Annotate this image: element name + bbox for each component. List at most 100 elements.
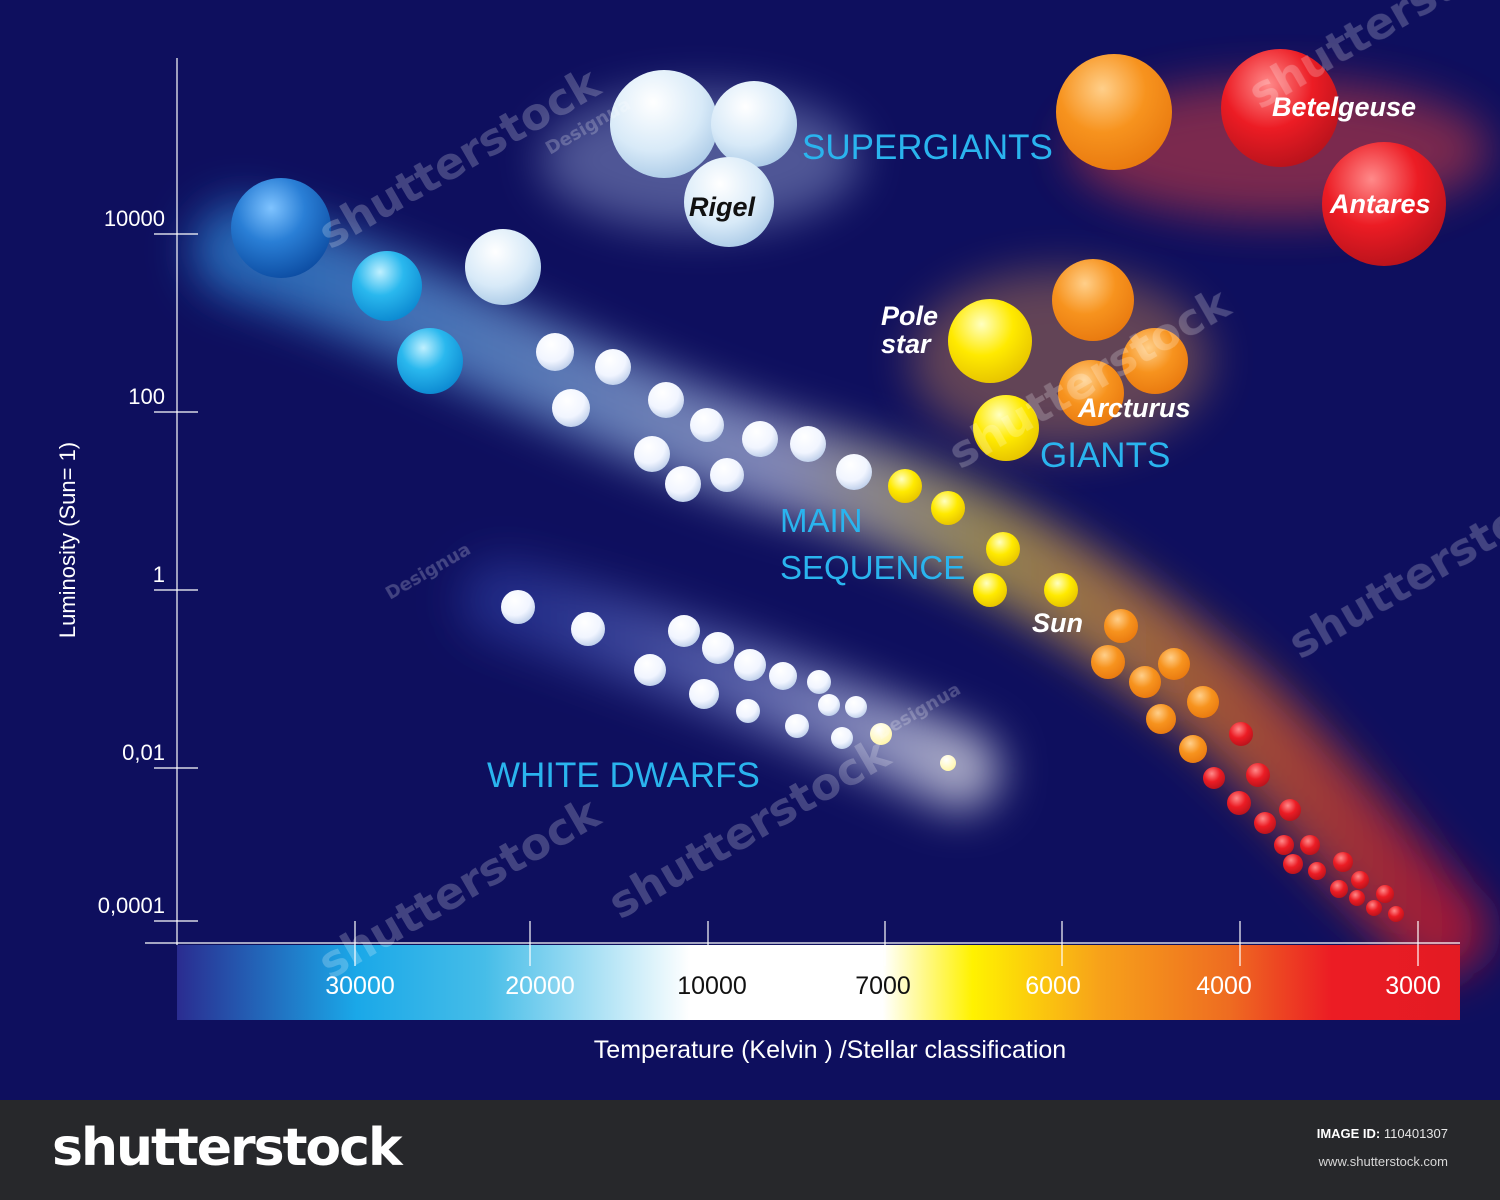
- x-axis-title: Temperature (Kelvin ) /Stellar classific…: [594, 1036, 1066, 1064]
- star-marker: [1158, 648, 1190, 680]
- y-ticks: 10000 100 1 0,01 0,0001: [98, 206, 198, 922]
- main-sequence-glow: [192, 202, 1488, 978]
- star-marker: [1056, 54, 1172, 170]
- star-marker: [352, 251, 422, 321]
- star-marker: [1122, 328, 1188, 394]
- y-tick-label: 0,0001: [98, 893, 165, 918]
- watermark-text: shutterstock: [1280, 467, 1500, 670]
- star-marker: [552, 389, 590, 427]
- y-tick-label: 100: [128, 384, 165, 409]
- star-marker: [845, 696, 867, 718]
- star-marker: [690, 408, 724, 442]
- star-marker: [711, 81, 797, 167]
- star-marker: [1366, 900, 1382, 916]
- brand-logo: shutterstock: [52, 1118, 403, 1178]
- x-tick-label: 6000: [1025, 972, 1081, 1000]
- star-marker: [1279, 799, 1301, 821]
- region-labels: SUPERGIANTS GIANTS MAIN SEQUENCE WHITE DW…: [487, 128, 1170, 795]
- x-tick-label: 3000: [1385, 972, 1441, 1000]
- star-marker: [1254, 812, 1276, 834]
- x-tick-label: 10000: [677, 972, 747, 1000]
- label-white-dwarfs: WHITE DWARFS: [487, 756, 760, 795]
- y-tick-label: 0,01: [122, 740, 165, 765]
- star-marker: [1146, 704, 1176, 734]
- star-marker: [1187, 686, 1219, 718]
- temperature-scale-bar: [177, 945, 1460, 1020]
- star-marker: [948, 299, 1032, 383]
- star-marker: [536, 333, 574, 371]
- star-marker: [836, 454, 872, 490]
- star-marker: [689, 679, 719, 709]
- star-marker: [1300, 835, 1320, 855]
- star-marker: [785, 714, 809, 738]
- chart-svg: 10000 100 1 0,01 0,0001 30000 20000 10000 7000 6…: [55, 0, 1500, 1064]
- star-name-betelgeuse: Betelgeuse: [1272, 92, 1416, 122]
- star-marker: [684, 157, 774, 247]
- y-axis-title: Luminosity (Sun= 1): [55, 442, 80, 638]
- hr-diagram: 10000 100 1 0,01 0,0001 30000 20000 10000 7000 6…: [55, 0, 1500, 1064]
- star-marker: [1351, 871, 1369, 889]
- image-id: IMAGE ID: 110401307: [1317, 1126, 1448, 1141]
- star-marker: [1376, 885, 1394, 903]
- star-marker: [973, 395, 1039, 461]
- star-marker: [1388, 906, 1404, 922]
- x-tick-label: 4000: [1196, 972, 1252, 1000]
- star-marker: [1091, 645, 1125, 679]
- star-marker: [648, 382, 684, 418]
- star-name-rigel: Rigel: [689, 192, 756, 222]
- star-marker: [870, 723, 892, 745]
- star-marker: [888, 469, 922, 503]
- star-marker: [1227, 791, 1251, 815]
- star-marker: [1104, 609, 1138, 643]
- x-tick-label: 7000: [855, 972, 911, 1000]
- site-url: www.shutterstock.com: [1318, 1154, 1448, 1169]
- star-marker: [595, 349, 631, 385]
- x-tick-label: 20000: [505, 972, 575, 1000]
- image-id-value: 110401307: [1383, 1126, 1448, 1141]
- star-marker: [1058, 360, 1124, 426]
- star-marker: [1129, 666, 1161, 698]
- footer-bar: shutterstock IMAGE ID: 110401307 www.shu…: [0, 1100, 1500, 1200]
- star-marker: [1203, 767, 1225, 789]
- label-main-sequence: MAIN SEQUENCE: [780, 502, 965, 586]
- star-marker: [1283, 854, 1303, 874]
- stars: [231, 49, 1446, 922]
- star-marker: [734, 649, 766, 681]
- star-marker: [1044, 573, 1078, 607]
- star-marker: [668, 615, 700, 647]
- star-marker: [1330, 880, 1348, 898]
- region-glows: [192, 80, 1490, 978]
- star-marker: [571, 612, 605, 646]
- star-marker: [465, 229, 541, 305]
- star-name-sun: Sun: [1032, 608, 1083, 638]
- star-marker: [742, 421, 778, 457]
- star-marker: [831, 727, 853, 749]
- star-name-antares: Antares: [1329, 189, 1431, 219]
- star-marker: [1246, 763, 1270, 787]
- y-tick-label: 1: [153, 562, 165, 587]
- star-marker: [1229, 722, 1253, 746]
- star-marker: [1322, 142, 1446, 266]
- star-name-pole-star: Pole star: [881, 301, 938, 359]
- star-marker: [986, 532, 1020, 566]
- star-names: Rigel Betelgeuse Antares Pole star Arctur…: [689, 92, 1431, 638]
- star-marker: [610, 70, 718, 178]
- image-id-label: IMAGE ID:: [1316, 1126, 1381, 1141]
- x-ticks: 30000 20000 10000 7000 6000 4000 3000: [325, 921, 1441, 1000]
- star-marker: [818, 694, 840, 716]
- x-tick-label: 30000: [325, 972, 395, 1000]
- star-marker: [634, 654, 666, 686]
- label-supergiants: SUPERGIANTS: [802, 128, 1053, 167]
- star-marker: [710, 458, 744, 492]
- star-marker: [1179, 735, 1207, 763]
- star-marker: [1221, 49, 1339, 167]
- star-marker: [807, 670, 831, 694]
- white-dwarf-glow: [460, 560, 1000, 810]
- star-marker: [940, 755, 956, 771]
- star-marker: [1052, 259, 1134, 341]
- y-tick-label: 10000: [104, 206, 165, 231]
- star-marker: [1274, 835, 1294, 855]
- star-marker: [231, 178, 331, 278]
- star-marker: [736, 699, 760, 723]
- star-marker: [1333, 852, 1353, 872]
